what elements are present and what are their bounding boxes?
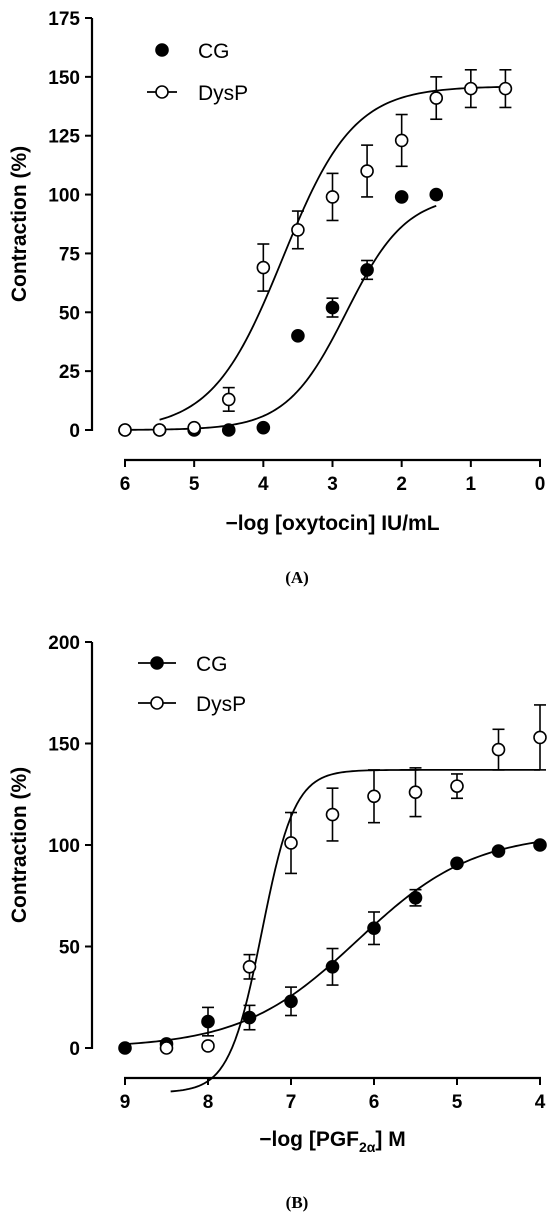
dysp-data-point <box>242 959 257 974</box>
y-axis-title: Contraction (%) <box>8 146 31 302</box>
panel-label: (B) <box>286 1193 309 1212</box>
dysp-data-point <box>152 423 167 437</box>
dysp-data-point <box>284 836 298 850</box>
x-tick-label: 9 <box>120 1092 131 1113</box>
panel-label: (A) <box>285 568 309 587</box>
dysp-data-point <box>325 807 340 822</box>
dysp-fit-curve <box>170 768 540 1093</box>
x-axis-title-suffix: ] M <box>375 1128 405 1151</box>
dysp-data-point <box>201 1039 215 1053</box>
dysp-data-point <box>429 91 444 105</box>
x-tick-label: 5 <box>452 1092 463 1113</box>
dysp-fit-curve <box>159 86 506 421</box>
cg-data-point <box>408 890 423 905</box>
dysp-data-point <box>394 133 409 148</box>
cg-data-point <box>201 1014 215 1029</box>
cg-fit-curve <box>124 840 541 1046</box>
legend-cg-marker <box>155 43 169 57</box>
x-tick-label: 4 <box>535 1092 546 1113</box>
y-axis-title: Contraction (%) <box>8 767 31 923</box>
cg-data-point <box>284 994 298 1009</box>
cg-data-point <box>325 300 340 315</box>
y-tick-label: 100 <box>48 186 80 207</box>
cg-data-point <box>367 921 381 936</box>
dysp-data-point <box>221 392 236 407</box>
cg-data-point <box>533 838 547 852</box>
legend-cg-label: CG <box>198 40 230 63</box>
cg-data-point <box>221 423 236 437</box>
dysp-data-point <box>498 81 513 96</box>
cg-data-point <box>291 329 305 343</box>
legend-cg-marker <box>150 656 164 670</box>
x-axis-title-text: −log [PGF <box>259 1128 359 1151</box>
dysp-data-point <box>450 779 464 793</box>
y-tick-label: 150 <box>48 735 80 756</box>
y-tick-label: 0 <box>69 1039 80 1060</box>
y-tick-label: 0 <box>69 421 80 442</box>
dysp-data-point <box>187 420 201 435</box>
y-tick-label: 125 <box>48 127 80 148</box>
cg-data-point <box>118 1041 132 1055</box>
cg-data-point <box>242 1010 257 1025</box>
cg-data-point <box>325 959 340 974</box>
chart-panel-b: 0 50 100 150 200 9 8 7 6 5 4 Contraction (%) −log [P… <box>8 633 547 1212</box>
x-tick-label: 1 <box>466 474 477 495</box>
dysp-data-point <box>291 223 305 237</box>
cg-data-point <box>360 263 374 277</box>
x-tick-label: 8 <box>203 1092 214 1113</box>
x-tick-label: 0 <box>535 474 546 495</box>
cg-data-point <box>256 420 271 435</box>
cg-data-point <box>450 856 464 871</box>
dysp-data-point <box>360 164 374 178</box>
x-axis-title-text: −log [oxytocin] IU/mL <box>225 512 439 535</box>
dysp-data-point <box>408 785 423 800</box>
x-tick-label: 2 <box>396 474 407 495</box>
x-axis-title: −log [PGF2α] M <box>259 1128 405 1155</box>
cg-data-point <box>429 187 444 202</box>
x-tick-label: 4 <box>258 474 269 495</box>
legend-dysp-label: DysP <box>198 82 248 105</box>
dysp-data-point <box>256 260 271 275</box>
legend-dysp-marker <box>150 696 164 710</box>
x-axis-title: −log [oxytocin] IU/mL <box>225 512 439 535</box>
x-tick-label: 6 <box>120 474 131 495</box>
x-tick-label: 7 <box>286 1092 297 1113</box>
x-tick-label: 5 <box>189 474 200 495</box>
cg-data-point <box>491 844 506 858</box>
dysp-data-point <box>491 742 506 757</box>
y-tick-label: 75 <box>59 244 81 265</box>
dysp-data-point <box>367 789 381 804</box>
y-tick-label: 100 <box>48 836 80 857</box>
y-tick-label: 175 <box>48 9 80 30</box>
x-tick-label: 6 <box>369 1092 380 1113</box>
dysp-data-point <box>325 190 340 204</box>
cg-data-point <box>394 190 409 204</box>
y-tick-label: 200 <box>48 633 80 654</box>
x-axis-title-subscript: 2α <box>359 1139 376 1155</box>
chart-panel-a: 0 25 50 75 100 125 150 175 6 5 4 3 2 1 0 Contraction (%… <box>8 9 545 587</box>
y-tick-label: 50 <box>59 938 80 959</box>
dysp-data-point <box>533 730 547 745</box>
cg-fit-curve <box>124 204 437 431</box>
y-tick-label: 50 <box>59 303 80 324</box>
y-tick-label: 150 <box>48 68 80 89</box>
dysp-data-point <box>464 81 478 96</box>
x-tick-label: 3 <box>327 474 338 495</box>
y-tick-label: 25 <box>59 362 81 383</box>
dysp-data-point <box>118 423 132 437</box>
legend-dysp-marker <box>155 85 169 99</box>
legend-cg-label: CG <box>196 653 228 676</box>
legend-dysp-label: DysP <box>196 693 246 716</box>
dysp-data-point <box>159 1041 174 1055</box>
